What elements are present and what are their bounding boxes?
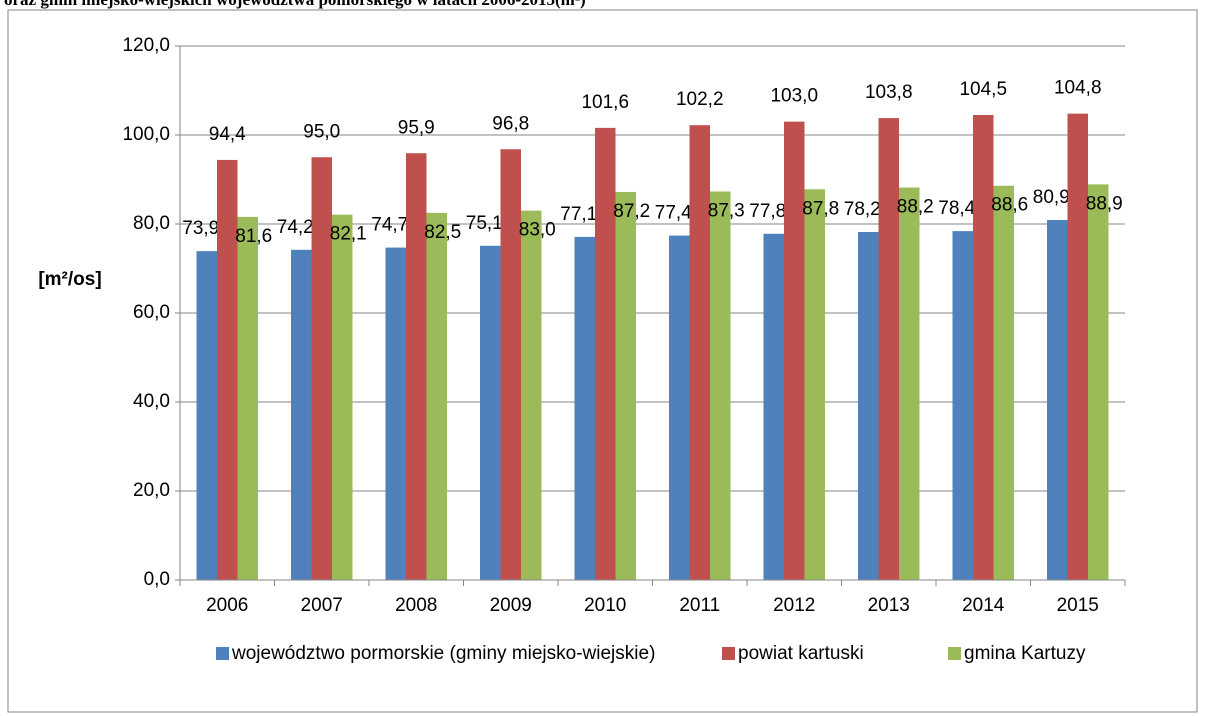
x-tick-label: 2009	[490, 595, 532, 616]
bar	[763, 233, 784, 581]
bar	[1067, 113, 1088, 580]
data-label: 103,0	[770, 86, 818, 107]
bar	[615, 191, 636, 580]
x-tick-label: 2013	[868, 595, 910, 616]
y-tick-label: 80,0	[133, 213, 170, 234]
bar	[878, 118, 899, 580]
bar	[952, 231, 973, 580]
x-tick-label: 2015	[1057, 595, 1099, 616]
bar	[710, 191, 731, 580]
bar	[406, 153, 427, 580]
bar	[480, 245, 501, 580]
x-tick-label: 2011	[679, 595, 720, 616]
data-label: 82,5	[424, 222, 461, 243]
y-tick-label: 120,0	[122, 35, 170, 56]
bar	[689, 125, 710, 581]
data-label: 81,6	[235, 226, 272, 247]
y-tick-label: 40,0	[133, 391, 170, 412]
data-label: 78,4	[938, 198, 975, 219]
bar	[311, 157, 332, 580]
bar	[574, 236, 595, 580]
bar	[1047, 219, 1068, 580]
bar	[804, 189, 825, 581]
bar	[217, 159, 238, 581]
chart-title: oraz gmin miejsko-wiejskich województwa …	[4, 0, 586, 9]
data-label: 96,8	[492, 113, 529, 134]
data-label: 77,1	[560, 204, 597, 225]
x-tick-label: 2007	[301, 595, 343, 616]
x-tick-label: 2012	[773, 595, 815, 616]
data-label: 87,3	[708, 201, 745, 222]
legend-label: województwo pormorskie (gminy miejsko-wi…	[231, 643, 655, 664]
bar	[237, 216, 258, 580]
data-label: 103,8	[865, 82, 913, 103]
data-label: 101,6	[581, 92, 629, 113]
legend-swatch	[948, 647, 961, 660]
bar	[784, 121, 805, 581]
x-tick-label: 2006	[206, 595, 248, 616]
bar	[899, 187, 920, 580]
data-label: 94,4	[209, 124, 246, 145]
chart-border	[7, 9, 1198, 713]
data-label: 95,9	[398, 117, 435, 138]
data-label: 83,0	[519, 220, 556, 241]
data-label: 87,2	[613, 201, 650, 222]
data-label: 77,8	[749, 201, 786, 222]
bar	[521, 210, 542, 580]
bar	[332, 214, 353, 580]
legend-swatch	[216, 647, 229, 660]
y-tick-label: 0,0	[144, 569, 170, 590]
data-label: 104,8	[1054, 78, 1102, 99]
data-label: 88,2	[897, 197, 934, 218]
data-label: 88,6	[991, 195, 1028, 216]
bar	[669, 235, 690, 580]
bar	[973, 114, 994, 580]
data-label: 88,9	[1086, 193, 1123, 214]
data-label: 104,5	[959, 79, 1007, 100]
legend-label: powiat kartuski	[738, 643, 864, 664]
legend-swatch	[722, 647, 735, 660]
data-label: 82,1	[330, 224, 367, 245]
data-label: 73,9	[182, 218, 219, 239]
bar	[385, 247, 406, 580]
bar	[291, 249, 312, 580]
bar	[1088, 184, 1109, 580]
data-label: 74,2	[277, 217, 314, 238]
bar	[993, 185, 1014, 581]
x-tick-label: 2008	[395, 595, 437, 616]
bar	[500, 149, 521, 581]
data-label: 80,9	[1033, 187, 1070, 208]
legend-label: gmina Kartuzy	[964, 643, 1086, 664]
y-tick-label: 100,0	[122, 124, 170, 145]
x-tick-label: 2010	[584, 595, 626, 616]
y-tick-label: 20,0	[133, 480, 170, 501]
data-label: 74,7	[371, 215, 408, 236]
bar	[196, 251, 217, 580]
data-label: 95,0	[303, 121, 340, 142]
data-label: 78,2	[844, 199, 881, 220]
data-label: 87,8	[802, 198, 839, 219]
y-tick-label: 60,0	[133, 302, 170, 323]
data-label: 102,2	[676, 89, 724, 110]
bar	[858, 232, 879, 580]
bar	[595, 127, 616, 580]
data-label: 77,4	[655, 203, 692, 224]
data-label: 75,1	[466, 213, 503, 234]
x-tick-label: 2014	[962, 595, 1005, 616]
y-axis-label: [m²/os]	[38, 269, 101, 290]
bar	[426, 212, 447, 580]
